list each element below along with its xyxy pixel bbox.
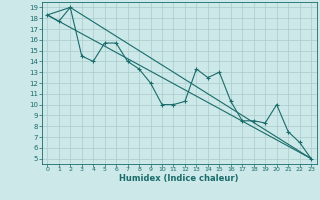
X-axis label: Humidex (Indice chaleur): Humidex (Indice chaleur) [119, 174, 239, 183]
